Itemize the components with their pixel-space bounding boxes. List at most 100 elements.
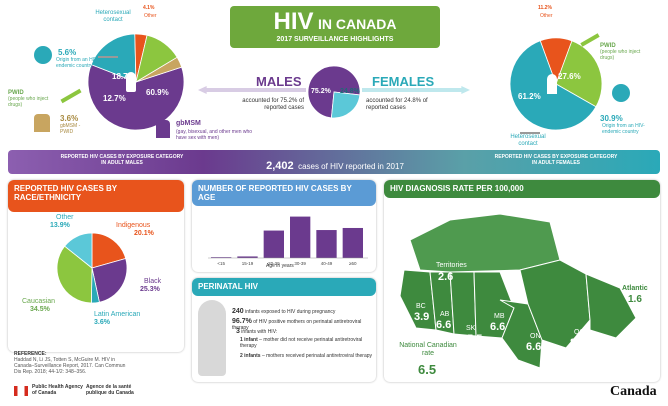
male-msmpwid-pct: 3.6% <box>60 114 79 123</box>
age-tick-3: 30-39 <box>294 261 306 266</box>
age-bar-chart: <15 15-19 20-29 30-39 40-49 ≥50 <box>208 216 368 266</box>
race-pie-slice-0 <box>91 232 127 269</box>
males-pie-slice-1 <box>90 33 137 83</box>
map-sk-name: SK <box>466 325 476 332</box>
race-cauc-label: Caucasian <box>22 298 56 305</box>
agency-en: Public Health Agency of Canada <box>32 384 83 396</box>
females-arrow <box>362 86 470 94</box>
map-atlantic-name: Atlantic <box>622 285 648 292</box>
female-pwid-sub: (people who inject drugs) <box>600 49 641 61</box>
peri-l5-text: – mothers received perinatal antiretrovi… <box>261 353 373 359</box>
reference-text: Haddad N, Li JS, Totten S, McGuire M. HI… <box>14 357 126 375</box>
subtitle: 2017 SURVEILLANCE HIGHLIGHTS <box>276 36 394 43</box>
map-bc <box>399 269 437 331</box>
map-qc <box>519 259 591 349</box>
female-couple-icon <box>520 120 540 134</box>
map-qc-rate: 8.0 <box>570 337 586 349</box>
race-pie <box>56 232 128 304</box>
male-hetero-pct: 18.7% <box>112 72 135 81</box>
female-other-pct: 11.2% <box>538 5 552 11</box>
race-ind-pct: 20.1% <box>134 230 154 237</box>
total-count: 2,402 <box>266 160 294 172</box>
map-mb-rate: 6.6 <box>490 321 506 333</box>
age-tick-0: <15 <box>217 261 225 266</box>
perinatal-title: PERINATAL HIV <box>192 278 376 296</box>
race-other-pct: 13.9% <box>50 222 70 229</box>
male-msm-pct: 60.9% <box>146 88 169 97</box>
age-bar-3 <box>290 216 311 258</box>
peri-l2-text: of HIV positive mothers on perinatal ant… <box>232 319 362 332</box>
banner-right-label: REPORTED HIV CASES BY EXPOSURE CATEGORY … <box>494 154 618 166</box>
peri-l3-num: 3 <box>236 328 240 335</box>
syringe-icon <box>60 88 82 104</box>
total-banner <box>8 150 660 174</box>
male-other-pct: 4.1% <box>143 5 155 11</box>
male-endemic-label: Origin from an HIV-endemic country <box>56 57 99 69</box>
canada-flag-icon <box>14 386 28 396</box>
globe-icon <box>34 46 52 64</box>
male-figure-icon <box>126 72 136 92</box>
map-atlantic <box>585 273 637 339</box>
female-endemic-pct: 30.9% <box>600 114 623 123</box>
female-other-label: Other <box>540 13 553 19</box>
age-tick-5: ≥50 <box>349 261 357 266</box>
male-pwid-pct: 12.7% <box>103 94 126 103</box>
age-tick-1: 15-19 <box>242 261 254 266</box>
females-heading: FEMALES <box>372 74 435 89</box>
map-ab-rate: 6.6 <box>436 319 452 331</box>
male-msm-label: gbMSM <box>176 120 201 127</box>
race-other-label: Other <box>56 214 74 221</box>
title-hiv: HIV <box>273 8 314 35</box>
sex-pie-slice-1 <box>330 91 361 119</box>
age-title: NUMBER OF REPORTED HIV CASES BY AGE <box>192 180 376 206</box>
peri-l1-text: infants exposed to HIV during pregnancy <box>245 309 336 315</box>
map-title: HIV DIAGNOSIS RATE PER 100,000 <box>384 180 660 198</box>
female-globe-icon <box>612 84 630 102</box>
map-territories <box>409 213 561 273</box>
map-sk-rate: 15.5 <box>461 333 483 345</box>
two-men-purple-icon <box>156 120 170 138</box>
male-msmpwid-label: gbMSM -PWID <box>60 123 81 135</box>
male-pwid-label: PWID <box>8 90 24 96</box>
male-pwid-sub: (people who inject drugs) <box>8 96 49 108</box>
total-count-text: cases of HIV reported in 2017 <box>298 162 404 171</box>
agency-fr: Agence de la santé publique du Canada <box>86 384 134 396</box>
age-bar-0 <box>211 257 232 258</box>
race-black-pct: 25.3% <box>140 286 160 293</box>
female-pwid-pct: 27.6% <box>558 72 581 81</box>
male-msm-sub: (gay, bisexual, and other men who have s… <box>176 129 253 141</box>
peri-l3-text: infants with HIV: <box>241 329 278 335</box>
males-pie-slice-4 <box>135 56 183 83</box>
map-bc-rate: 3.9 <box>414 311 430 323</box>
reference-head: REFERENCE: <box>14 351 47 357</box>
race-black-label: Black <box>144 278 162 285</box>
peri-l2-num: 96.7% <box>232 318 252 325</box>
race-ind-label: Indigenous <box>116 222 151 229</box>
national-rate-value: 6.5 <box>418 362 437 377</box>
map-on-rate: 6.6 <box>526 341 542 353</box>
female-hetero-label: Heterosexual contact <box>510 134 546 147</box>
title-rest: IN CANADA <box>317 16 397 32</box>
header-banner: HIV IN CANADA 2017 SURVEILLANCE HIGHLIGH… <box>230 6 440 48</box>
age-axis-label: Age in years <box>266 263 294 269</box>
male-endemic-pct: 5.6% <box>58 48 77 57</box>
males-arrow <box>198 86 306 94</box>
age-tick-4: 40-49 <box>321 261 333 266</box>
banner-left-label: REPORTED HIV CASES BY EXPOSURE CATEGORY … <box>60 154 184 166</box>
map-terr-name: Territories <box>436 262 467 269</box>
map-ab-name: AB <box>440 311 450 318</box>
map-qc-name: QC <box>574 329 585 336</box>
males-text: accounted for 75.2% of reported cases <box>242 98 304 111</box>
age-tick-2: 20-29 <box>268 261 280 266</box>
female-pwid-label: PWID <box>600 43 616 49</box>
race-cauc-pct: 34.5% <box>30 306 50 313</box>
females-pie <box>509 37 603 131</box>
males-pie <box>87 33 185 131</box>
peri-l4-num: 1 infant <box>240 337 258 343</box>
race-latin-pct: 3.6% <box>94 319 110 326</box>
map-terr-rate: 2.6 <box>438 271 454 283</box>
age-bar-4 <box>316 230 337 258</box>
race-title: REPORTED HIV CASES BY RACE/ETHNICITY <box>8 180 184 212</box>
females-pct: 24.8% <box>340 88 360 95</box>
males-pie-slice-0 <box>87 64 185 131</box>
